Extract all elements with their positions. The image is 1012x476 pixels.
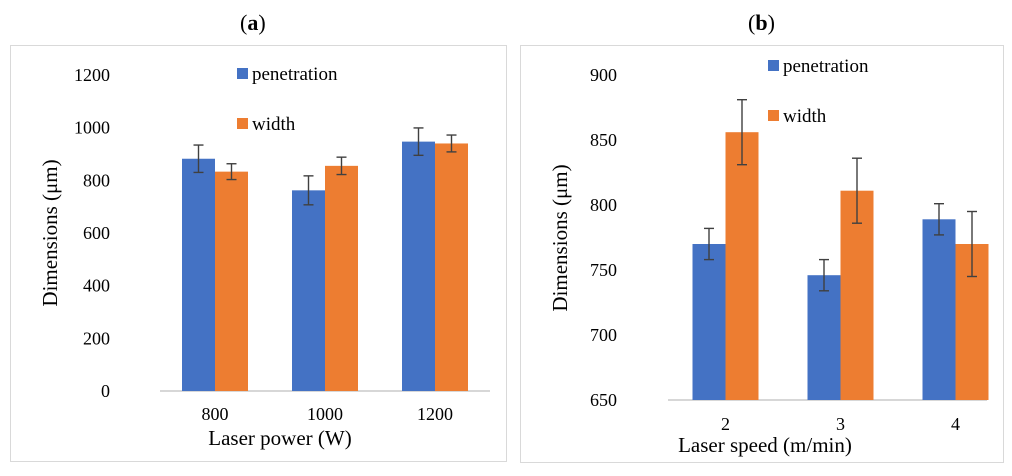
panel-label-a-close: ) — [258, 10, 266, 35]
y-tick-label-a-3: 600 — [83, 223, 110, 243]
panel-label-b-close: ) — [767, 10, 775, 35]
bar-b-penetration-0 — [692, 244, 726, 400]
legend-label-b-penetration: penetration — [783, 56, 869, 77]
y-axis-label-b: Dimensions (μm) — [548, 164, 572, 311]
x-axis-label-a: Laser power (W) — [208, 426, 351, 450]
panel-label-a-open: ( — [240, 10, 248, 35]
panel-label-b-letter: b — [755, 10, 768, 35]
y-axis-label-a: Dimensions (μm) — [38, 159, 62, 306]
bar-b-penetration-1 — [807, 275, 841, 400]
y-tick-label-b-0: 650 — [590, 390, 617, 410]
x-tick-label-b-2: 4 — [951, 414, 960, 434]
bar-a-width-2 — [435, 143, 468, 391]
y-tick-label-a-2: 400 — [83, 276, 110, 296]
x-tick-label-a-2: 1200 — [417, 404, 453, 424]
y-tick-label-a-6: 1200 — [74, 65, 110, 85]
y-tick-label-a-0: 0 — [101, 381, 110, 401]
legend-swatch-b-width — [768, 110, 779, 121]
bar-a-penetration-0 — [182, 158, 215, 391]
legend-swatch-a-penetration — [237, 68, 248, 79]
legend-label-a-penetration: penetration — [252, 64, 338, 85]
x-tick-label-a-0: 800 — [202, 404, 229, 424]
bar-b-penetration-2 — [922, 219, 956, 400]
legend-swatch-a-width — [237, 118, 248, 129]
y-tick-label-a-4: 800 — [83, 170, 110, 190]
panel-label-a: (a) — [240, 10, 266, 36]
bar-a-width-0 — [215, 171, 248, 391]
y-tick-label-a-5: 1000 — [74, 118, 110, 138]
y-tick-label-b-5: 900 — [590, 65, 617, 85]
legend-label-a-width: width — [252, 114, 296, 135]
bar-a-width-1 — [325, 165, 358, 391]
y-tick-label-b-2: 750 — [590, 260, 617, 280]
y-tick-label-b-1: 700 — [590, 325, 617, 345]
x-tick-label-a-1: 1000 — [307, 404, 343, 424]
panel-label-a-letter: a — [247, 10, 259, 35]
bar-a-penetration-2 — [402, 141, 435, 391]
x-tick-label-b-1: 3 — [836, 414, 845, 434]
x-tick-label-b-0: 2 — [721, 414, 730, 434]
bar-b-width-1 — [840, 190, 874, 400]
bar-a-penetration-1 — [292, 190, 325, 391]
panel-label-b: (b) — [748, 10, 775, 36]
x-axis-label-b: Laser speed (m/min) — [678, 433, 852, 457]
bar-b-width-0 — [725, 132, 759, 400]
y-tick-label-b-4: 850 — [590, 130, 617, 150]
y-tick-label-b-3: 800 — [590, 195, 617, 215]
legend-label-b-width: width — [783, 106, 827, 127]
legend-swatch-b-penetration — [768, 60, 779, 71]
panel-label-b-open: ( — [748, 10, 756, 35]
y-tick-label-a-1: 200 — [83, 328, 110, 348]
